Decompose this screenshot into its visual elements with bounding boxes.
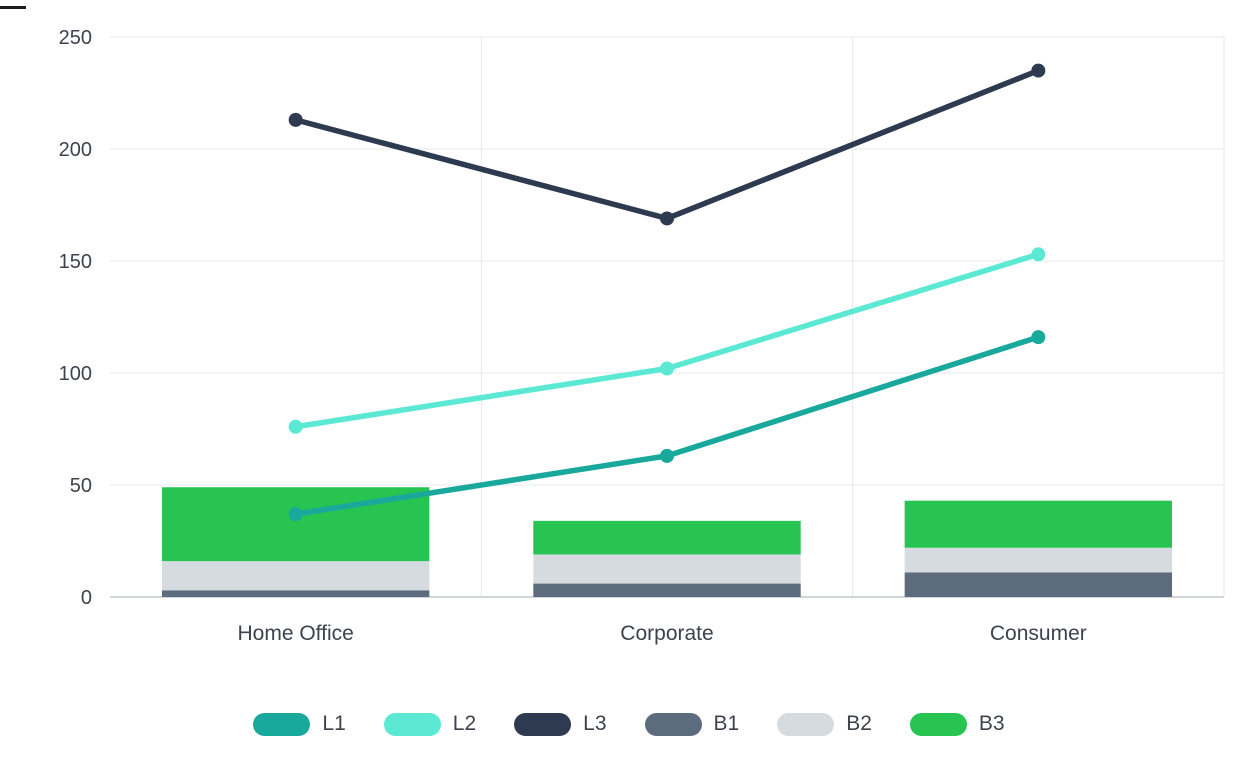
data-point-L2[interactable]: [660, 361, 674, 376]
legend-item-B2[interactable]: B2: [777, 712, 872, 736]
line-series-L3[interactable]: [292, 67, 1042, 222]
chart-canvas: 0 50 100 150 200 250 Home Office Corporate Consu…: [59, 27, 1225, 645]
x-axis-category-label: Consumer: [990, 622, 1087, 645]
y-axis-tick-label: 150: [59, 251, 92, 273]
legend-swatch-icon: [644, 712, 702, 736]
data-point-L1[interactable]: [1031, 330, 1046, 345]
x-axis-category-label: Home Office: [238, 622, 354, 645]
bar-segment-B2[interactable]: [904, 547, 1173, 573]
y-axis-tick-label: 50: [70, 475, 92, 497]
chart-legend: L1 L2 L3 B1 B2 B3: [0, 712, 1258, 736]
legend-label: B2: [846, 712, 872, 735]
bar-segment-B2[interactable]: [161, 561, 430, 591]
y-axis-tick-label: 250: [59, 27, 92, 49]
bar-segment-B1[interactable]: [161, 590, 430, 597]
legend-label: L3: [583, 712, 607, 735]
legend-label: L1: [322, 712, 346, 735]
data-point-L1[interactable]: [288, 507, 303, 522]
legend-label: B1: [713, 712, 740, 735]
line-series-L2[interactable]: [292, 251, 1042, 430]
legend-swatch-icon: [909, 712, 967, 736]
data-point-L3[interactable]: [288, 112, 303, 127]
legend-item-L3[interactable]: L3: [514, 712, 607, 736]
legend-item-B3[interactable]: B3: [909, 712, 1005, 736]
data-point-L1[interactable]: [660, 448, 674, 463]
legend-item-L2[interactable]: L2: [383, 712, 477, 736]
legend-label: L2: [452, 712, 477, 735]
bar-segment-B3[interactable]: [533, 520, 801, 555]
bar-segment-B1[interactable]: [533, 583, 801, 597]
screen-corner-artifact: [0, 6, 26, 9]
y-axis-tick-label: 0: [81, 587, 92, 609]
legend-item-B1[interactable]: B1: [644, 712, 740, 736]
data-point-L3[interactable]: [660, 211, 674, 226]
x-axis-category-label: Corporate: [620, 622, 713, 645]
data-point-L2[interactable]: [288, 419, 303, 434]
data-point-L3[interactable]: [1031, 63, 1046, 78]
y-axis-tick-label: 200: [59, 139, 92, 161]
legend-swatch-icon: [253, 712, 311, 736]
bar-segment-B2[interactable]: [533, 554, 801, 584]
legend-item-L1[interactable]: L1: [253, 712, 346, 736]
legend-swatch-icon: [777, 712, 835, 736]
legend-label: B3: [978, 712, 1005, 735]
bar-segment-B3[interactable]: [904, 500, 1173, 548]
legend-swatch-icon: [514, 712, 572, 736]
data-point-L2[interactable]: [1031, 247, 1046, 262]
legend-swatch-icon: [383, 712, 441, 736]
bar-segment-B1[interactable]: [904, 572, 1173, 597]
y-axis-tick-label: 100: [59, 363, 92, 385]
